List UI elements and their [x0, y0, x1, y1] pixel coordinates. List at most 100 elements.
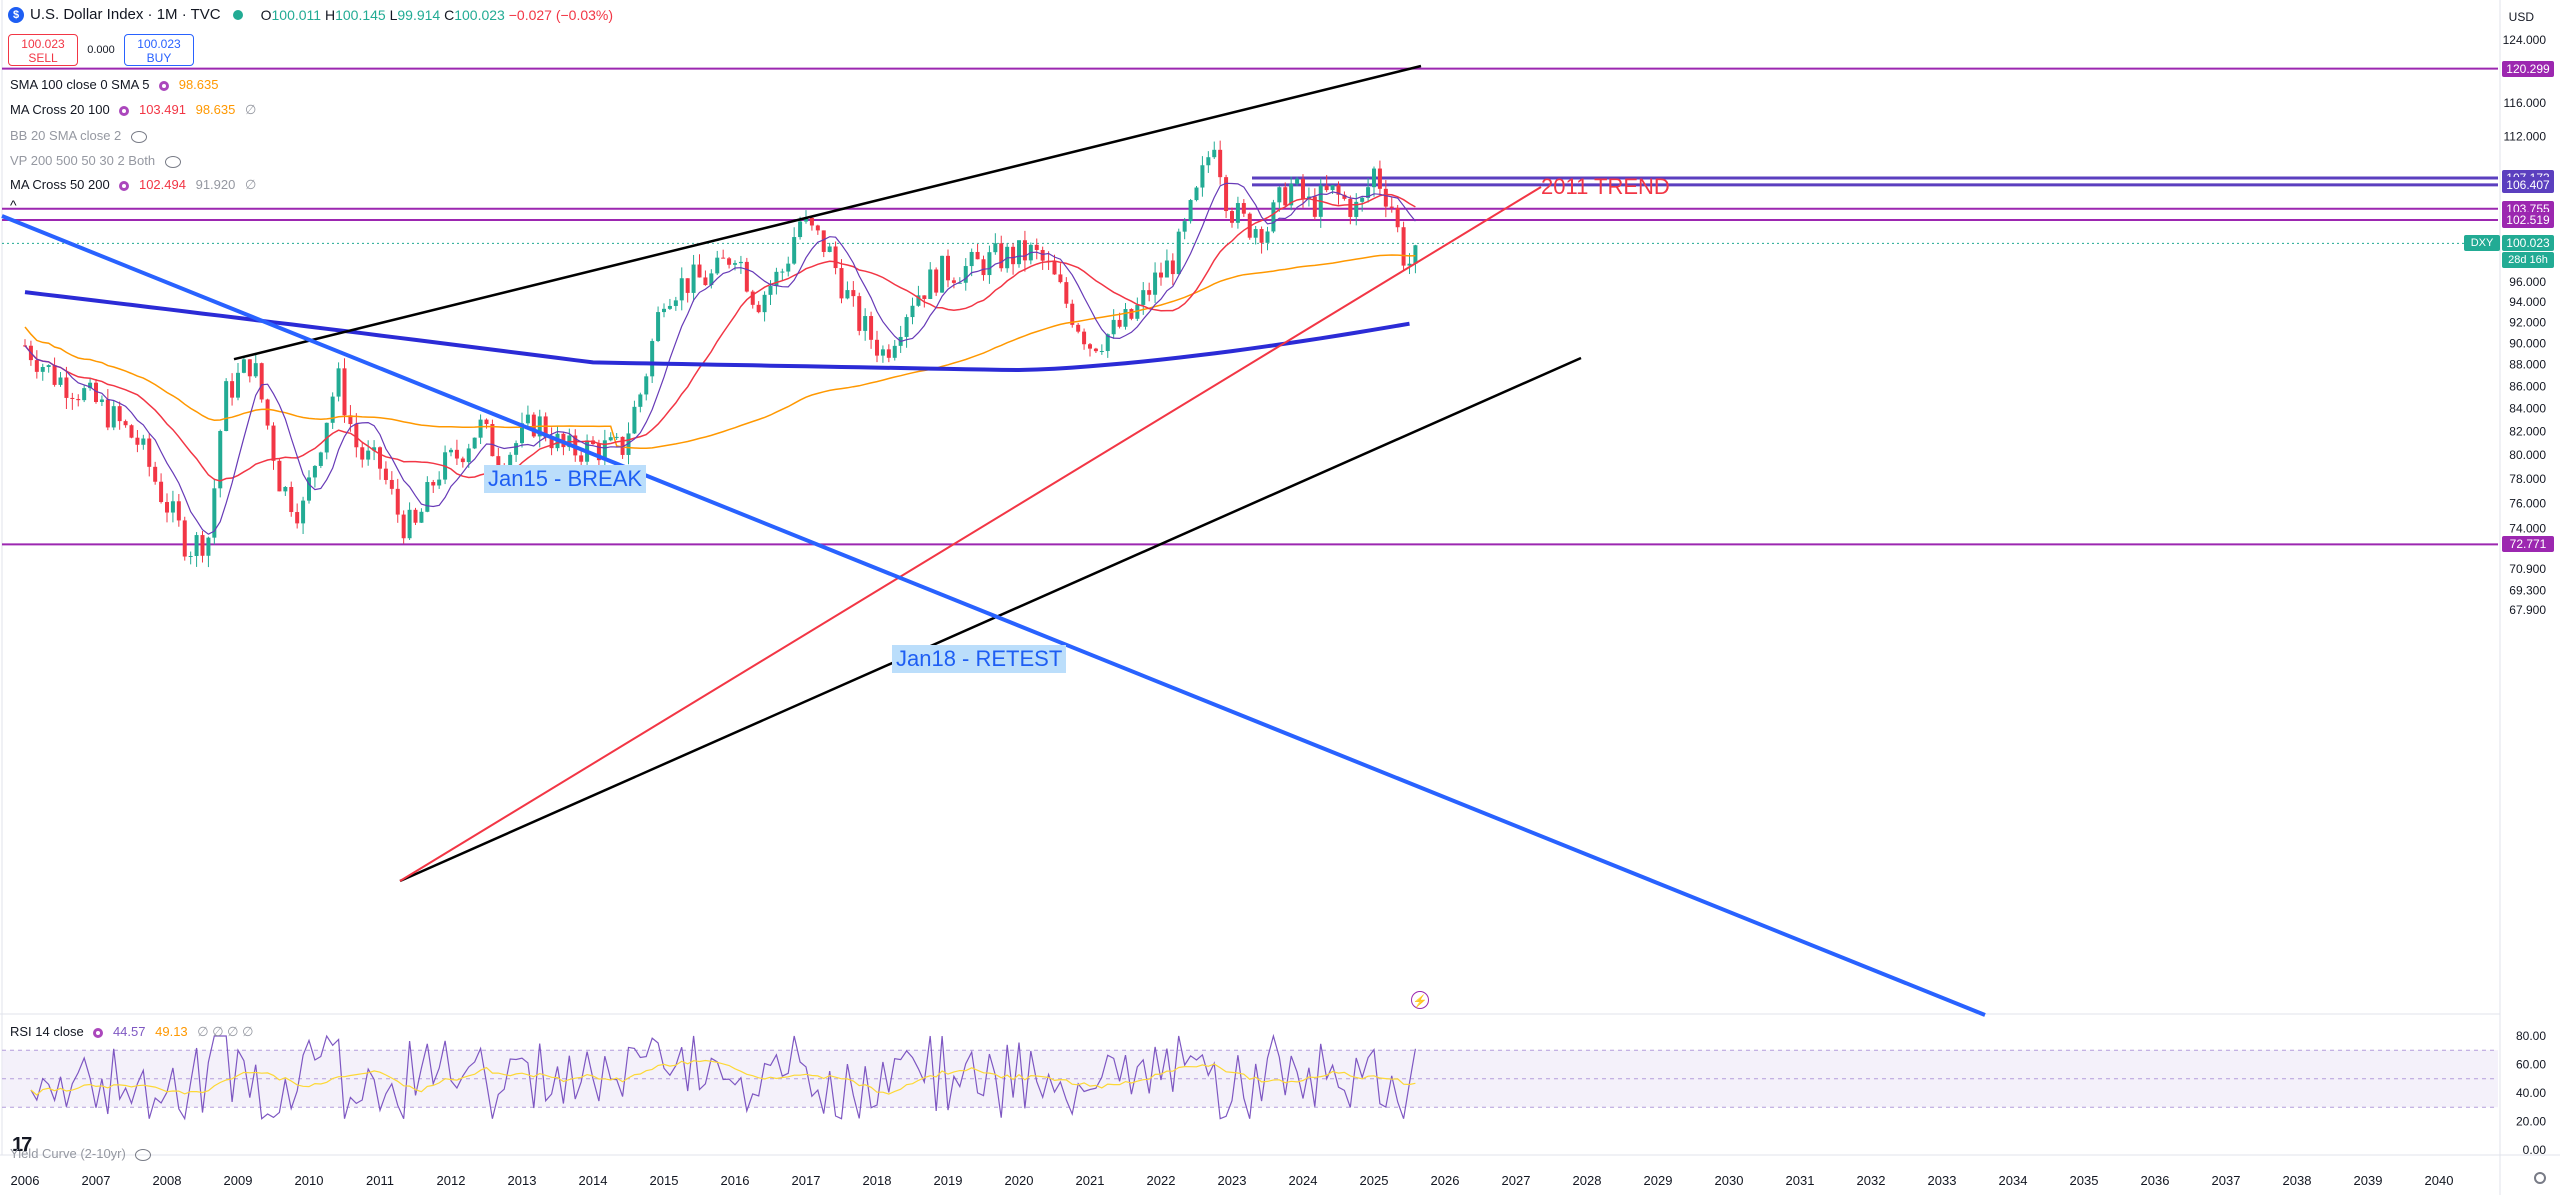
candle-body [1082, 331, 1087, 345]
indicator-rsi[interactable]: RSI 14 close 44.57 49.13 ∅ ∅ ∅ ∅ [10, 1024, 253, 1040]
annotation-jan18-retest[interactable]: Jan18 - RETEST [892, 645, 1067, 673]
buy-button[interactable]: 100.023 BUY [124, 34, 194, 66]
price-tick-label: 92.000 [2509, 316, 2546, 330]
annotation-2011-trend[interactable]: 2011 TREND [1541, 174, 1670, 199]
candle-body [1259, 229, 1264, 243]
indicator-ma-cross-50-200[interactable]: MA Cross 50 200 102.494 91.920 ∅ [10, 177, 256, 193]
price-tick-label: 74.000 [2509, 522, 2546, 536]
candle-body [679, 278, 684, 301]
candle-body [963, 266, 968, 283]
indicator-name: VP 200 500 50 30 2 Both [10, 153, 156, 168]
candle-body [360, 447, 365, 460]
candle-body [780, 271, 785, 273]
currency-label[interactable]: USD [2508, 10, 2534, 24]
indicator-ma-cross-20-100[interactable]: MA Cross 20 100 103.491 98.635 ∅ [10, 102, 256, 118]
price-tag[interactable]: 102.519 [2502, 212, 2554, 229]
candle-body [1235, 203, 1240, 223]
settings-icon[interactable] [159, 80, 170, 91]
trend-lines[interactable] [1, 64, 1986, 1017]
price-tick-label: 94.000 [2509, 295, 2546, 309]
time-tick-label: 2040 [2425, 1173, 2454, 1188]
hidden-eye-icon[interactable] [164, 155, 181, 168]
candle-body [70, 397, 75, 399]
price-axis[interactable]: 124.000120.000116.000112.000100.00096.00… [2503, 33, 2547, 1157]
candle-body [1017, 240, 1021, 265]
candle-body [52, 365, 57, 385]
price-tag[interactable]: 72.771 [2502, 536, 2554, 553]
symbol-title[interactable]: U.S. Dollar Index · 1M · TVC [30, 6, 221, 23]
candle-body [40, 367, 45, 372]
price-tick-label: 116.000 [2504, 96, 2547, 110]
time-tick-label: 2008 [153, 1173, 182, 1188]
candle-body [117, 406, 122, 422]
indicator-bb[interactable]: BB 20 SMA close 2 [10, 128, 147, 143]
yield-curve-indicator[interactable]: Yield Curve (2-10yr) [10, 1146, 152, 1161]
candle-body [64, 377, 69, 398]
annotation-jan15-break[interactable]: Jan15 - BREAK [484, 465, 647, 493]
tradingview-logo[interactable]: 17 [12, 1134, 32, 1156]
hidden-eye-icon[interactable] [130, 130, 147, 143]
low-label: L [389, 6, 398, 23]
2011-trend-line [399, 186, 1542, 882]
candle-body [762, 294, 767, 313]
time-tick-label: 2029 [1644, 1173, 1673, 1188]
price-tick-label: 70.900 [2509, 562, 2546, 576]
gear-icon[interactable] [2534, 1172, 2546, 1184]
candle-body [709, 273, 714, 286]
candle-body [1413, 245, 1418, 264]
settings-icon[interactable] [119, 105, 130, 116]
candle-body [922, 295, 927, 299]
indicator-value-1: 102.494 [138, 177, 186, 192]
candle-body [809, 217, 814, 226]
time-tick-label: 2010 [295, 1173, 324, 1188]
candle-body [58, 377, 63, 385]
time-axis[interactable]: 2006 2007 2008 2009 2010 2011 2012 2013 2014 2015… [11, 1173, 2454, 1188]
open-label: O [260, 6, 272, 23]
candle-body [1105, 334, 1110, 352]
candle-body [1383, 188, 1388, 207]
candle-body [744, 261, 749, 292]
price-tag[interactable]: 120.299 [2502, 60, 2554, 77]
sell-button[interactable]: 100.023 SELL [8, 34, 78, 66]
candle-body [307, 477, 311, 501]
time-tick-label: 2023 [1218, 1173, 1247, 1188]
time-tick-label: 2007 [82, 1173, 111, 1188]
indicator-vp[interactable]: VP 200 500 50 30 2 Both [10, 153, 181, 168]
time-tick-label: 2027 [1502, 1173, 1531, 1188]
symbol-header[interactable]: $ U.S. Dollar Index · 1M · TVC O100.011 … [8, 6, 613, 23]
time-tick-label: 2018 [863, 1173, 892, 1188]
price-tag[interactable]: 100.023 [2502, 235, 2554, 252]
collapse-chevron-icon[interactable]: ^ [10, 197, 17, 213]
candle-body [165, 502, 169, 513]
time-tick-label: 2021 [1076, 1173, 1105, 1188]
descending-blue-line [1, 214, 1986, 1017]
candle-body [1271, 202, 1276, 232]
price-tag[interactable]: 106.407 [2502, 176, 2554, 193]
candle-body [1153, 272, 1158, 295]
close-value: 100.023 [454, 6, 505, 23]
candle-body [1206, 157, 1211, 166]
candle-body [608, 437, 613, 441]
indicator-sma100[interactable]: SMA 100 close 0 SMA 5 98.635 [10, 77, 218, 92]
candle-body [230, 381, 235, 398]
dxy-tag[interactable]: DXY [2464, 235, 2500, 252]
candle-body [638, 394, 643, 407]
settings-icon[interactable] [93, 1027, 104, 1038]
time-tick-label: 2024 [1289, 1173, 1318, 1188]
candle-body [981, 259, 986, 276]
candle-body [869, 316, 874, 340]
candle-body [277, 460, 282, 492]
flash-icon[interactable]: ⚡ [1411, 991, 1429, 1009]
candle-body [1389, 206, 1394, 208]
candle-body [218, 431, 223, 489]
candle-body [123, 421, 128, 426]
candle-body [626, 433, 631, 455]
candle-body [383, 468, 388, 480]
candle-body [1011, 246, 1016, 265]
settings-icon[interactable] [119, 180, 130, 191]
candle-body [999, 243, 1004, 269]
candle-body [875, 339, 879, 356]
hidden-eye-icon[interactable] [135, 1148, 152, 1161]
candle-body [437, 479, 442, 486]
